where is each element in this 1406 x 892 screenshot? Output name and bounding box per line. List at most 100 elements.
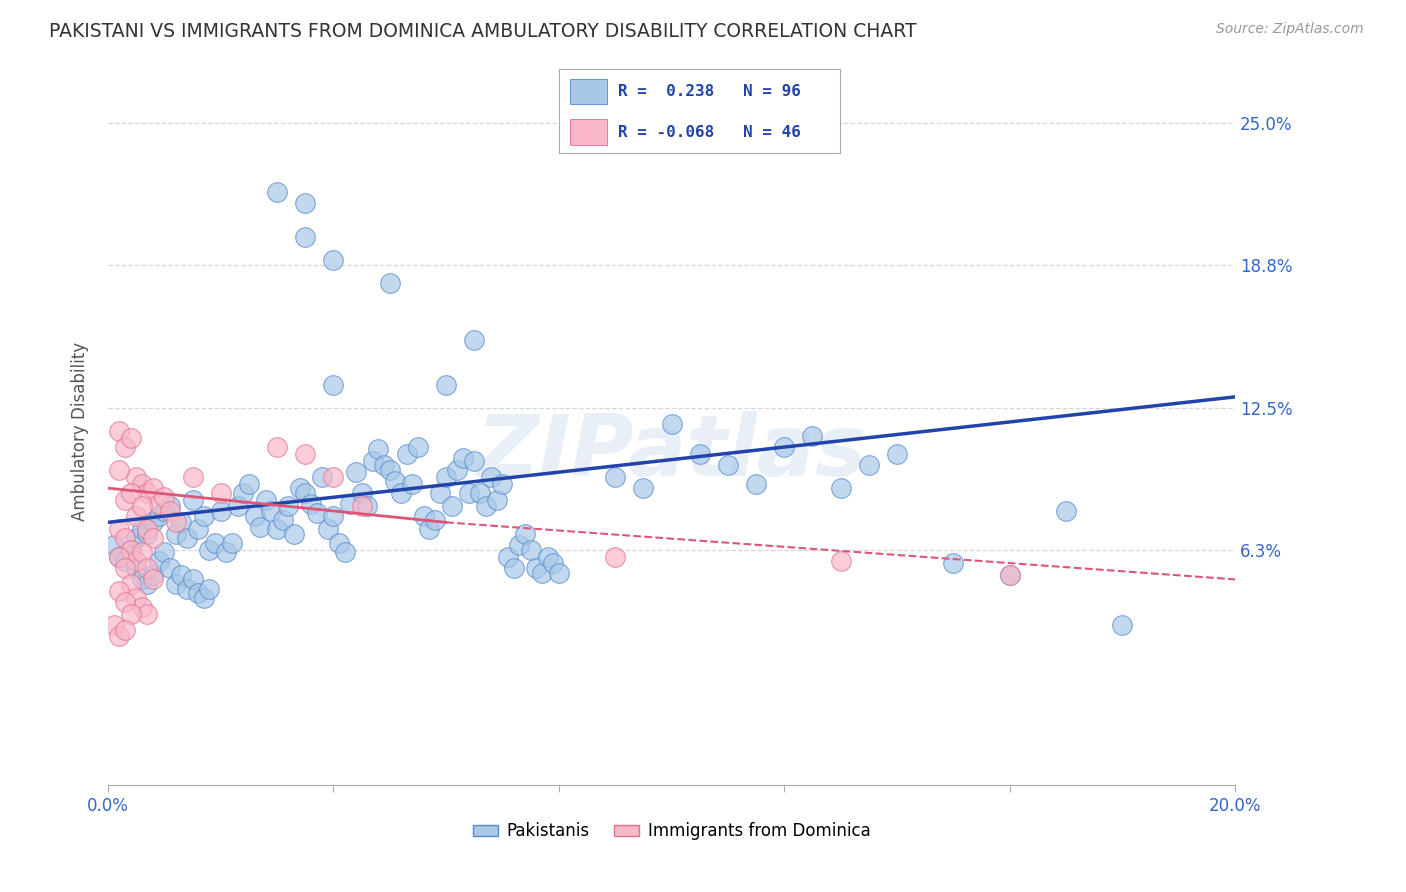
- Point: [131, 522, 153, 536]
- Point: [125, 508, 148, 523]
- Point: [384, 475, 406, 489]
- Point: [103, 538, 125, 552]
- Point: [131, 599, 153, 614]
- Point: [153, 545, 176, 559]
- Point: [1054, 504, 1077, 518]
- Point: [288, 481, 311, 495]
- Point: [605, 469, 627, 483]
- Point: [745, 476, 768, 491]
- Point: [254, 492, 277, 507]
- Point: [547, 566, 569, 580]
- Point: [238, 476, 260, 491]
- Point: [142, 516, 165, 530]
- Point: [773, 440, 796, 454]
- Point: [423, 513, 446, 527]
- Point: [418, 522, 440, 536]
- Point: [322, 469, 344, 483]
- Point: [633, 481, 655, 495]
- Point: [322, 378, 344, 392]
- Point: [204, 536, 226, 550]
- Point: [451, 451, 474, 466]
- Point: [198, 542, 221, 557]
- Point: [181, 492, 204, 507]
- Text: R =  0.238   N = 96: R = 0.238 N = 96: [619, 84, 801, 99]
- Point: [942, 557, 965, 571]
- Point: [502, 561, 524, 575]
- Point: [108, 424, 131, 438]
- Point: [524, 561, 547, 575]
- Point: [159, 561, 181, 575]
- Point: [830, 554, 852, 568]
- Point: [114, 554, 136, 568]
- Point: [350, 485, 373, 500]
- Point: [434, 378, 457, 392]
- Point: [344, 465, 367, 479]
- Point: [434, 469, 457, 483]
- Point: [305, 506, 328, 520]
- Point: [717, 458, 740, 473]
- Point: [165, 577, 187, 591]
- Point: [136, 577, 159, 591]
- Point: [474, 500, 496, 514]
- Point: [232, 485, 254, 500]
- Point: [153, 490, 176, 504]
- Point: [294, 230, 316, 244]
- Point: [103, 618, 125, 632]
- Text: ZIPatlas: ZIPatlas: [477, 411, 866, 494]
- Point: [519, 542, 541, 557]
- Bar: [571, 78, 607, 104]
- Point: [165, 516, 187, 530]
- Point: [367, 442, 389, 457]
- Point: [108, 583, 131, 598]
- Point: [491, 476, 513, 491]
- Point: [170, 516, 193, 530]
- Point: [215, 545, 238, 559]
- Point: [136, 526, 159, 541]
- Point: [131, 573, 153, 587]
- Point: [463, 454, 485, 468]
- Point: [661, 417, 683, 432]
- Point: [446, 463, 468, 477]
- Point: [339, 497, 361, 511]
- Text: PAKISTANI VS IMMIGRANTS FROM DOMINICA AMBULATORY DISABILITY CORRELATION CHART: PAKISTANI VS IMMIGRANTS FROM DOMINICA AM…: [49, 22, 917, 41]
- Text: Source: ZipAtlas.com: Source: ZipAtlas.com: [1216, 22, 1364, 37]
- Point: [114, 561, 136, 575]
- Point: [148, 497, 170, 511]
- Point: [125, 591, 148, 605]
- Point: [858, 458, 880, 473]
- Point: [266, 522, 288, 536]
- Point: [536, 549, 558, 564]
- Point: [159, 504, 181, 518]
- Point: [271, 513, 294, 527]
- Point: [148, 554, 170, 568]
- Point: [176, 532, 198, 546]
- Point: [125, 561, 148, 575]
- Point: [277, 500, 299, 514]
- Point: [114, 532, 136, 546]
- Point: [120, 485, 142, 500]
- Point: [125, 532, 148, 546]
- Point: [108, 549, 131, 564]
- Point: [114, 440, 136, 454]
- Bar: [571, 120, 607, 145]
- Point: [187, 522, 209, 536]
- Point: [886, 447, 908, 461]
- Point: [136, 607, 159, 621]
- Point: [283, 526, 305, 541]
- Point: [311, 469, 333, 483]
- Point: [114, 623, 136, 637]
- Point: [125, 469, 148, 483]
- Point: [181, 469, 204, 483]
- Point: [389, 485, 412, 500]
- Y-axis label: Ambulatory Disability: Ambulatory Disability: [72, 342, 89, 521]
- Point: [373, 458, 395, 473]
- Point: [605, 549, 627, 564]
- Point: [479, 469, 502, 483]
- Point: [170, 567, 193, 582]
- Point: [142, 567, 165, 582]
- Point: [114, 595, 136, 609]
- Point: [322, 252, 344, 267]
- Point: [136, 522, 159, 536]
- Point: [120, 542, 142, 557]
- Point: [830, 481, 852, 495]
